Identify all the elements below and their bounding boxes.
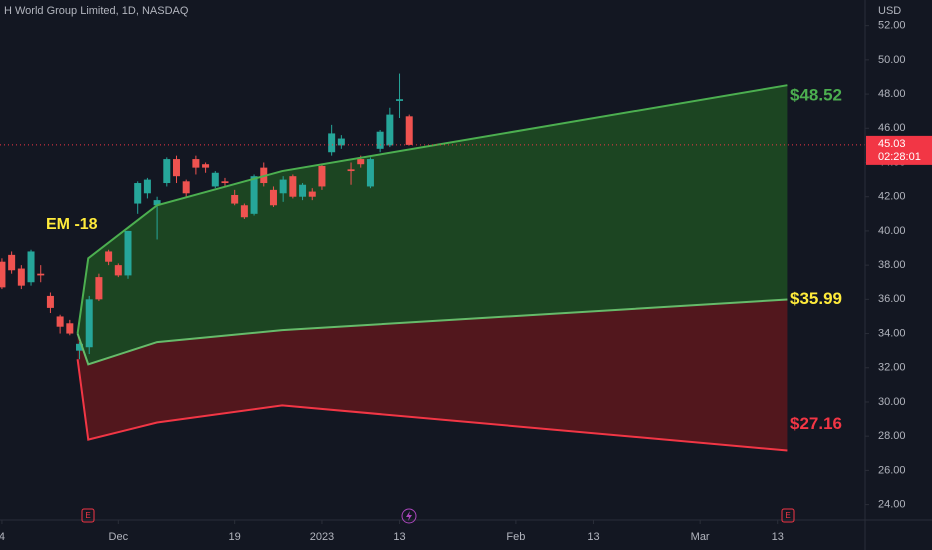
candle-body (182, 181, 190, 194)
candle-body (95, 277, 103, 300)
svg-text:E: E (785, 511, 790, 520)
level-label: $48.52 (790, 86, 842, 105)
y-tick-label: 34.00 (878, 327, 906, 339)
candle-body (279, 179, 287, 194)
x-tick-label: 13 (393, 531, 405, 543)
candle-body (337, 138, 345, 146)
candle-body (143, 179, 151, 194)
candle-body (299, 184, 307, 197)
earnings-icon: E (781, 508, 795, 523)
candle-body (46, 295, 54, 308)
y-tick-label: 30.00 (878, 396, 906, 408)
candle-body (66, 323, 74, 334)
candle-body (376, 131, 384, 149)
candle-body (114, 265, 122, 276)
countdown: 02:28:01 (878, 151, 921, 163)
y-tick-label: 36.00 (878, 293, 906, 305)
candle-body (366, 159, 374, 187)
candle-body (163, 159, 171, 184)
x-tick-label: 2023 (310, 531, 334, 543)
x-tick-label: 4 (0, 531, 5, 543)
y-tick-label: 52.00 (878, 20, 906, 32)
band-line (76, 298, 788, 366)
candle-body (289, 176, 297, 197)
x-tick-label: Mar (691, 531, 710, 543)
candle-body (17, 268, 25, 286)
candle-body (250, 176, 258, 214)
y-tick-label: 32.00 (878, 362, 906, 374)
candle-body (221, 181, 229, 184)
chart-title: H World Group Limited, 1D, NASDAQ (4, 5, 189, 17)
candle-body (192, 159, 200, 168)
candle-body (357, 159, 365, 165)
x-tick-label: Dec (109, 531, 129, 543)
candle-body (231, 195, 239, 204)
candle-body (105, 251, 113, 262)
candle-body (328, 133, 336, 153)
candle-body (269, 189, 277, 206)
band-line (76, 84, 788, 334)
candle-body (134, 183, 142, 204)
candle-body (27, 251, 35, 283)
last-price-box (866, 135, 932, 165)
candle-body (8, 254, 16, 271)
candle-body (347, 169, 355, 172)
svg-text:E: E (85, 511, 90, 520)
dividend-icon (401, 508, 417, 524)
y-tick-label: 48.00 (878, 88, 906, 100)
candle-body (318, 165, 326, 187)
y-tick-label: 38.00 (878, 259, 906, 271)
band-line (76, 359, 788, 452)
candle-body (37, 273, 45, 276)
candle-body (405, 116, 413, 145)
candle-body (308, 191, 316, 197)
candle-body (153, 200, 161, 206)
x-tick-label: 19 (229, 531, 241, 543)
plot-area (0, 73, 865, 452)
currency: USD (878, 5, 901, 17)
last-price-label: 45.03 (878, 138, 906, 150)
candle-body (124, 230, 132, 276)
x-tick-label: 13 (772, 531, 784, 543)
candle-body (0, 261, 6, 288)
candle-body (172, 159, 180, 177)
candle-body (76, 343, 84, 351)
candle-body (396, 99, 404, 101)
candle-body (56, 316, 64, 327)
candle-body (85, 299, 93, 348)
x-tick-label: Feb (506, 531, 525, 543)
candle-body (386, 114, 394, 146)
level-label: $35.99 (790, 289, 842, 308)
candle-body (211, 172, 219, 187)
x-tick-label: 13 (587, 531, 599, 543)
y-tick-label: 46.00 (878, 122, 906, 134)
band-fill (77, 85, 788, 365)
annotation: EM -18 (46, 216, 98, 233)
y-tick-label: 42.00 (878, 191, 906, 203)
earnings-icon: E (81, 508, 95, 523)
y-tick-label: 28.00 (878, 430, 906, 442)
y-tick-label: 40.00 (878, 225, 906, 237)
candle-body (240, 205, 248, 218)
y-tick-label: 50.00 (878, 54, 906, 66)
level-label: $27.16 (790, 414, 842, 433)
y-tick-label: 26.00 (878, 464, 906, 476)
band-fill (77, 299, 788, 451)
y-tick-label: 24.00 (878, 499, 906, 511)
candle-body (202, 164, 210, 168)
